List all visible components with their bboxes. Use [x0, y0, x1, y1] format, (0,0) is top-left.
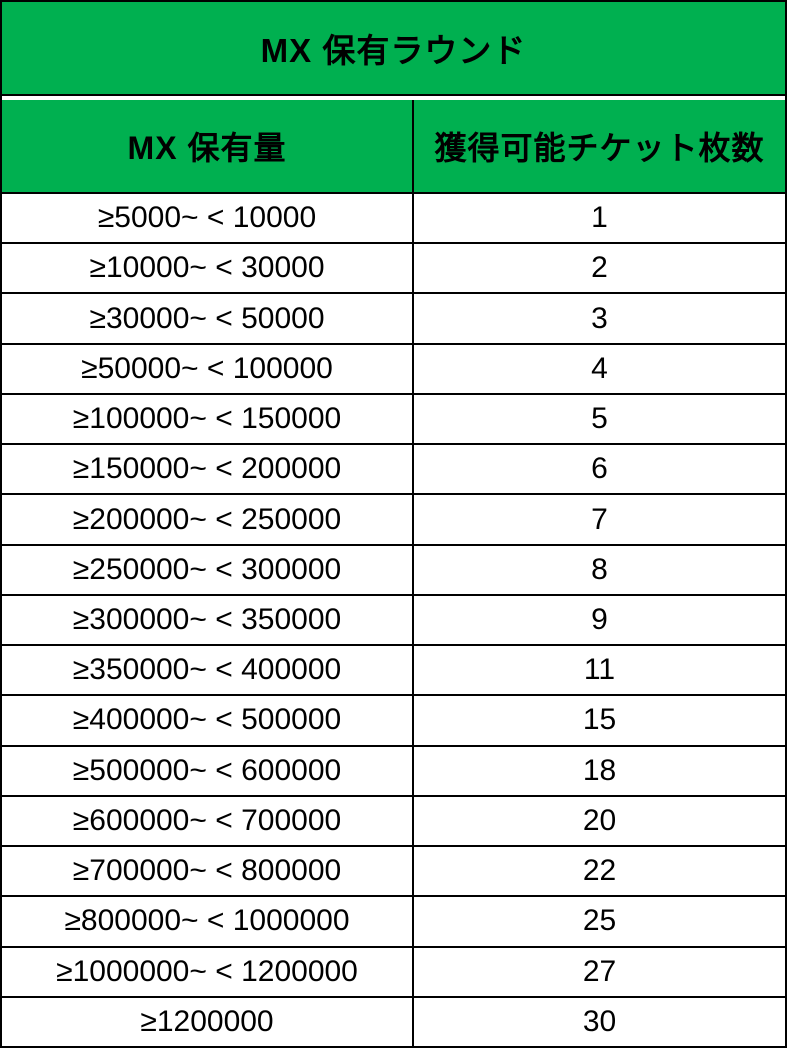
ticket-count-cell: 11 [583, 653, 616, 687]
table-row: ≥10000~ < 30000 2 [2, 244, 785, 295]
table-row: ≥700000~ < 800000 22 [2, 847, 785, 898]
mx-range-cell: ≥500000~ < 600000 [2, 746, 414, 795]
mx-range-cell: ≥800000~ < 1000000 [2, 897, 414, 946]
ticket-count-cell: 18 [582, 753, 617, 787]
table-row: ≥1000000~ < 1200000 27 [2, 947, 785, 998]
mx-range-cell: ≥200000~ < 250000 [2, 495, 414, 544]
table-row: ≥150000~ < 200000 6 [2, 445, 785, 496]
ticket-count-cell: 15 [582, 703, 617, 737]
mx-range-cell: ≥400000~ < 500000 [2, 696, 414, 745]
column-header-mx-holdings: MX 保有量 [2, 100, 414, 192]
mx-range-cell: ≥1200000 [2, 997, 414, 1046]
table-row: ≥250000~ < 300000 8 [2, 545, 785, 596]
mx-range-cell: ≥100000~ < 150000 [2, 394, 414, 444]
column-header-ticket-count: 獲得可能チケット枚数 [434, 130, 765, 166]
ticket-count-cell: 30 [582, 1004, 617, 1038]
ticket-count-cell: 7 [591, 502, 608, 536]
mx-range-cell: ≥600000~ < 700000 [2, 796, 414, 846]
table-row: ≥500000~ < 600000 18 [2, 746, 785, 797]
table-title: MX 保有ラウンド [2, 2, 785, 96]
mx-range-cell: ≥250000~ < 300000 [2, 545, 414, 594]
table-row: ≥600000~ < 700000 20 [2, 796, 785, 848]
mx-range-cell: ≥50000~ < 100000 [2, 344, 414, 393]
ticket-count-cell: 4 [591, 351, 608, 385]
ticket-count-cell: 6 [591, 452, 608, 486]
table-row: ≥400000~ < 500000 15 [2, 696, 785, 747]
table-row: ≥300000~ < 350000 9 [2, 595, 785, 647]
mx-range-cell: ≥300000~ < 350000 [2, 595, 414, 645]
ticket-count-cell: 1 [591, 201, 608, 235]
table-row: ≥5000~ < 10000 1 [2, 194, 785, 245]
table-row: ≥30000~ < 50000 3 [2, 294, 785, 345]
title-separator [2, 96, 785, 100]
table-row: ≥100000~ < 150000 5 [2, 394, 785, 446]
mx-range-cell: ≥5000~ < 10000 [2, 194, 414, 243]
ticket-count-cell: 20 [582, 803, 617, 837]
ticket-count-cell: 27 [582, 954, 617, 988]
mx-range-cell: ≥150000~ < 200000 [2, 445, 414, 494]
ticket-count-cell: 2 [591, 251, 608, 285]
table-row: ≥50000~ < 100000 4 [2, 344, 785, 395]
ticket-count-cell: 25 [582, 904, 617, 938]
mx-range-cell: ≥700000~ < 800000 [2, 847, 414, 896]
ticket-count-cell: 22 [582, 854, 617, 888]
table-row: ≥200000~ < 250000 7 [2, 495, 785, 546]
table-row: ≥1200000 30 [2, 997, 785, 1046]
table-row: ≥350000~ < 400000 11 [2, 646, 785, 697]
table-row: ≥800000~ < 1000000 25 [2, 897, 785, 948]
table-body: ≥5000~ < 10000 1 ≥10000~ < 30000 2 ≥3000… [2, 194, 785, 1046]
mx-range-cell: ≥10000~ < 30000 [2, 244, 414, 293]
ticket-count-cell: 3 [591, 301, 608, 335]
mx-range-cell: ≥350000~ < 400000 [2, 646, 414, 695]
mx-range-cell: ≥30000~ < 50000 [2, 294, 414, 343]
mx-range-cell: ≥1000000~ < 1200000 [2, 947, 414, 996]
ticket-count-cell: 8 [591, 552, 608, 586]
ticket-count-cell: 5 [591, 402, 608, 436]
column-header-row: MX 保有量 獲得可能チケット枚数 [2, 100, 785, 194]
ticket-count-cell: 9 [591, 602, 608, 636]
